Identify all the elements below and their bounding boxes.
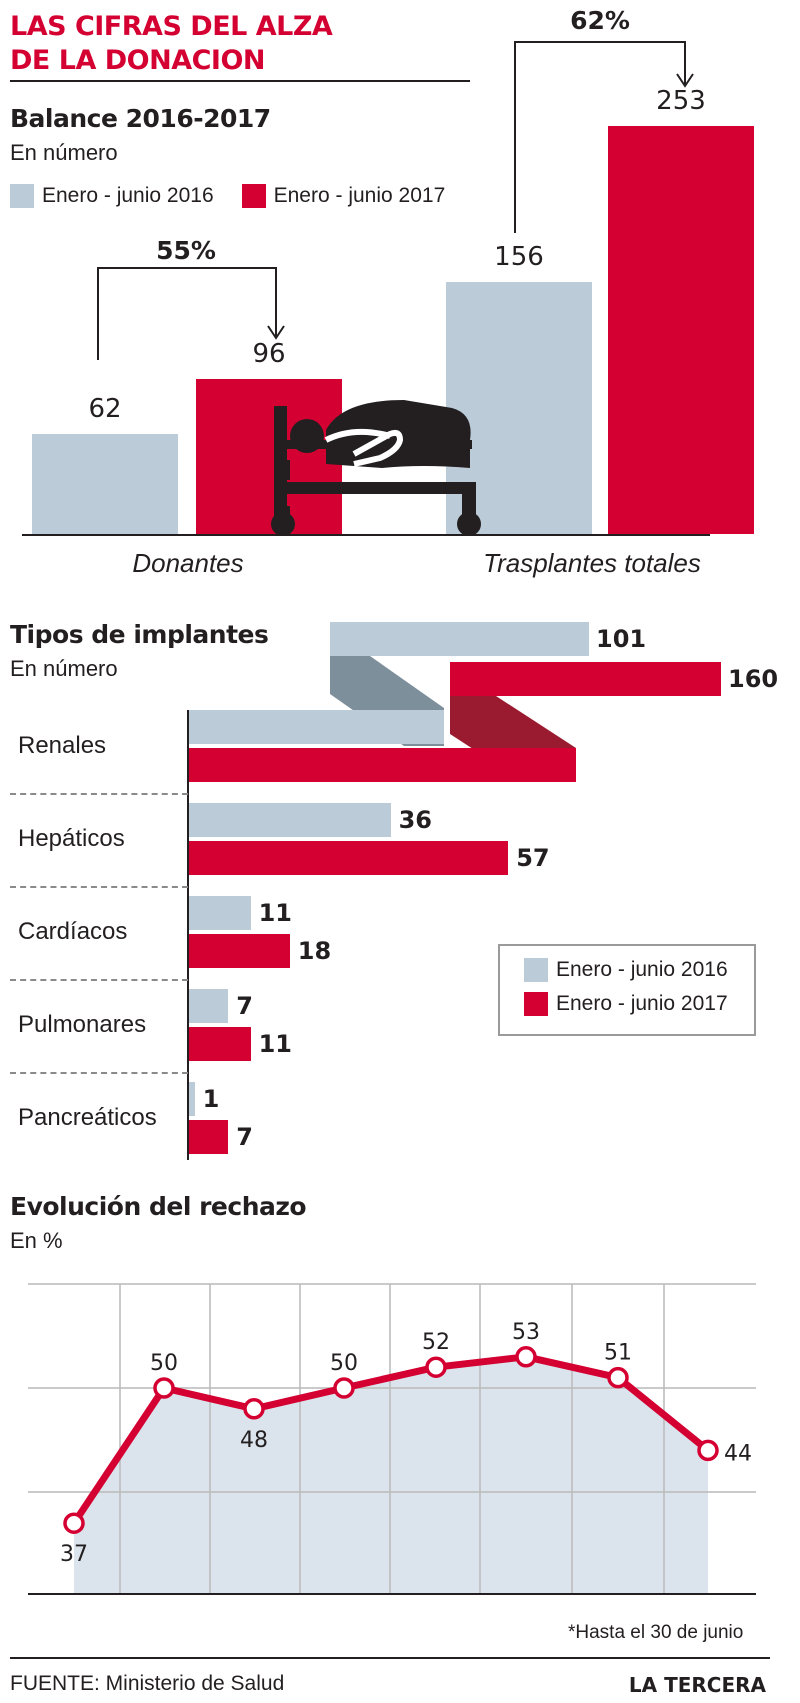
data-label: 44 [724,1441,752,1466]
legend-item-2017: Enero - junio 2017 [241,184,446,208]
bar-donantes-2016 [32,434,178,534]
data-point [425,1356,447,1378]
change-label-trasplantes: 62% [570,6,630,35]
hbar-renales-2016 [189,710,444,744]
balance-baseline [22,534,710,536]
brand-logo: LA TERCERA [628,1673,766,1697]
hbar-pulmonares-2016 [189,989,229,1023]
tipos-subtitle: En número [10,656,118,681]
data-point [243,1398,265,1420]
hbar-hepaticos-2016 [189,803,391,837]
area-fill [74,1356,708,1594]
hbar-pancreaticos-2016 [189,1082,195,1116]
legend-swatch-2016 [10,184,34,208]
renales-2017-overflow [450,662,721,696]
data-point [333,1377,355,1399]
legend-swatch-2017 [241,184,266,208]
category-label-pancreaticos: Pancreáticos [18,1104,157,1131]
hbar-cardiacos-2017 [189,934,290,968]
data-point [63,1512,85,1534]
value-label-donantes-2016: 62 [88,394,122,425]
category-label-pulmonares: Pulmonares [18,1011,147,1038]
hbar-value-pulmonares-2017: 11 [258,1030,292,1058]
group-label-trasplantes: Trasplantes totales [483,548,701,578]
balance-legend: Enero - junio 2016 Enero - junio 2017 [10,184,445,208]
tipos-legend-label-2017: Enero - junio 2017 [556,992,728,1015]
tipos-legend-item-2017: Enero - junio 2017 [524,992,728,1016]
value-label-trasplantes-2017: 253 [656,86,706,116]
data-point [697,1439,719,1462]
rechazo-footnote: *Hasta el 30 de junio [568,1622,744,1643]
data-label: 52 [422,1330,450,1355]
footer-rule [10,1657,770,1659]
row-divider [10,1072,188,1074]
headline-line-2: DE LA DONACION [10,45,266,76]
headline: LAS CIFRAS DEL ALZA DE LA DONACION [10,10,470,78]
headline-rule [10,80,470,82]
data-label: 48 [240,1428,268,1453]
rechazo-subtitle: En % [10,1228,63,1253]
hbar-value-hepaticos-2016: 36 [398,806,432,834]
hbar-pulmonares-2017 [189,1027,251,1061]
tipos-legend-swatch-2017 [524,992,548,1016]
hbar-value-renales-2017: 160 [728,665,779,693]
legend-label-2016: Enero - junio 2016 [42,184,214,207]
hbar-value-pancreaticos-2017: 7 [236,1123,253,1151]
data-label: 53 [512,1320,540,1345]
data-label: 37 [60,1542,88,1567]
balance-subtitle: En número [10,140,118,165]
tipos-legend-label-2016: Enero - junio 2016 [556,958,728,981]
tipos-axis [187,710,189,1160]
data-point [515,1346,537,1368]
hbar-value-renales-2016: 101 [596,625,647,653]
bar-trasplantes-2017 [608,126,754,534]
tipos-title: Tipos de implantes [10,620,269,649]
balance-title: Balance 2016-2017 [10,104,271,133]
data-label: 50 [330,1351,358,1376]
hbar-pancreaticos-2017 [189,1120,229,1154]
tipos-legend-item-2016: Enero - junio 2016 [524,958,728,982]
hbar-renales-2017 [189,748,576,782]
headline-line-1: LAS CIFRAS DEL ALZA [10,11,333,42]
series-line [71,1353,711,1526]
tipos-legend-swatch-2016 [524,958,548,982]
group-label-donantes: Donantes [132,548,244,578]
hbar-hepaticos-2017 [189,841,509,875]
value-label-trasplantes-2016: 156 [494,242,544,273]
category-label-renales: Renales [18,732,107,759]
rechazo-title: Evolución del rechazo [10,1192,307,1221]
change-label-donantes: 55% [156,236,216,265]
data-label: 51 [604,1341,632,1366]
row-divider [10,886,188,888]
rechazo-line-chart: 3750485052535144201020112012201320142015… [28,1283,756,1595]
category-label-cardiacos: Cardíacos [18,918,128,945]
source-note: FUENTE: Ministerio de Salud [10,1672,285,1695]
renales-overflow-bars [330,622,721,780]
hbar-value-pulmonares-2016: 7 [236,992,253,1020]
bar-donantes-2017 [196,379,342,534]
hospital-bed-patient-icon [271,400,481,536]
renales-2016-overflow [330,622,589,656]
category-label-hepaticos: Hepáticos [18,825,125,852]
data-label: 50 [150,1351,178,1376]
hbar-value-cardiacos-2016: 11 [258,899,292,927]
hbar-cardiacos-2016 [189,896,251,930]
row-divider [10,793,188,795]
hbar-value-cardiacos-2017: 18 [297,937,332,965]
value-label-donantes-2017: 96 [252,339,286,370]
tipos-legend: Enero - junio 2016 Enero - junio 2017 [498,944,756,1036]
legend-label-2017: Enero - junio 2017 [273,184,446,207]
hbar-value-pancreaticos-2016: 1 [202,1085,220,1113]
data-point [607,1366,629,1389]
hbar-value-hepaticos-2017: 57 [516,844,550,872]
row-divider [10,979,188,981]
legend-item-2016: Enero - junio 2016 [10,184,214,208]
data-point [153,1377,175,1399]
